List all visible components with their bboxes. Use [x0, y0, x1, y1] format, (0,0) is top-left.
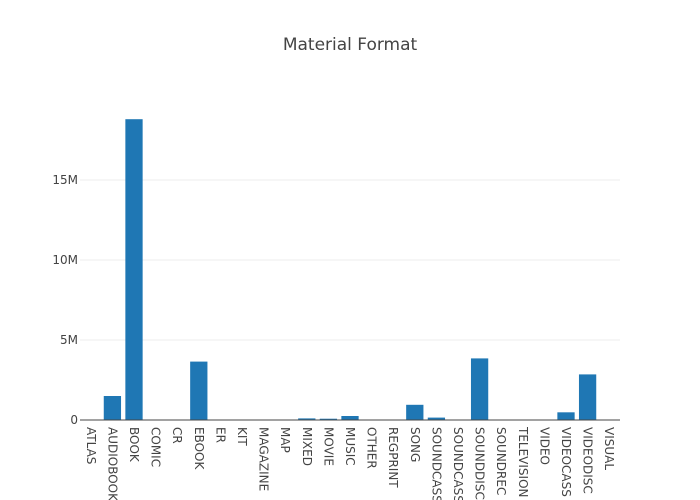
x-tick-label: SONG	[408, 427, 422, 462]
y-tick-label: 5M	[60, 333, 78, 347]
bar-audiobook[interactable]	[103, 396, 122, 420]
x-tick-label: VISUAL	[602, 427, 616, 470]
bar-videodisc[interactable]	[578, 374, 597, 420]
x-tick-label: TELEVISION	[516, 426, 530, 498]
x-tick-label: REGPRINT	[386, 427, 400, 488]
x-tick-label: VIDEODISC	[581, 427, 595, 494]
x-tick-label: SOUNDCASS,	[451, 427, 465, 500]
x-tick-label: MAGAZINE	[257, 427, 271, 491]
x-tick-label: MUSIC	[343, 427, 357, 466]
bar-music[interactable]	[341, 416, 359, 420]
y-axis-ticks: 0 5M 10M 15M	[52, 173, 78, 427]
bar-ebook[interactable]	[190, 361, 208, 420]
x-tick-label: EBOOK	[192, 427, 206, 470]
x-tick-label: MIXED	[300, 427, 314, 466]
y-tick-label: 0	[70, 413, 78, 427]
bar-movie[interactable]	[319, 418, 338, 420]
x-tick-label: KIT	[235, 427, 249, 446]
chart-title: Material Format	[283, 35, 418, 55]
x-tick-label: SOUNDREC	[494, 427, 508, 495]
bar-mixed[interactable]	[298, 418, 316, 420]
y-tick-label: 15M	[52, 173, 78, 187]
x-tick-label: MAP	[278, 427, 292, 453]
bar-soundcass[interactable]	[427, 417, 446, 420]
x-tick-label: SOUNDCASS	[429, 427, 443, 500]
x-tick-label: MOVIE	[321, 427, 335, 466]
gridlines	[80, 179, 620, 341]
x-tick-label: ER	[213, 427, 227, 443]
x-tick-label: OTHER	[365, 427, 379, 469]
x-tick-label: VIDEOCASS	[559, 427, 573, 497]
bars	[82, 119, 618, 420]
bar-videocass[interactable]	[557, 412, 575, 420]
y-tick-label: 10M	[52, 253, 78, 267]
bar-song[interactable]	[406, 404, 424, 420]
x-tick-label: SOUNDDISC	[473, 427, 487, 500]
x-tick-label: CR	[170, 427, 184, 444]
x-tick-label: VIDEO	[537, 427, 551, 465]
bar-sounddisc[interactable]	[470, 358, 489, 420]
x-tick-label: COMIC	[149, 427, 163, 467]
bar-book[interactable]	[125, 119, 143, 420]
x-tick-label: BOOK	[127, 427, 141, 463]
x-tick-label: ATLAS	[84, 427, 98, 464]
x-axis-ticks: ATLAS AUDIOBOOK BOOK COMIC CR EBOOK ER KIT MAGAZ…	[84, 426, 616, 500]
x-tick-label: AUDIOBOOK	[105, 427, 119, 500]
